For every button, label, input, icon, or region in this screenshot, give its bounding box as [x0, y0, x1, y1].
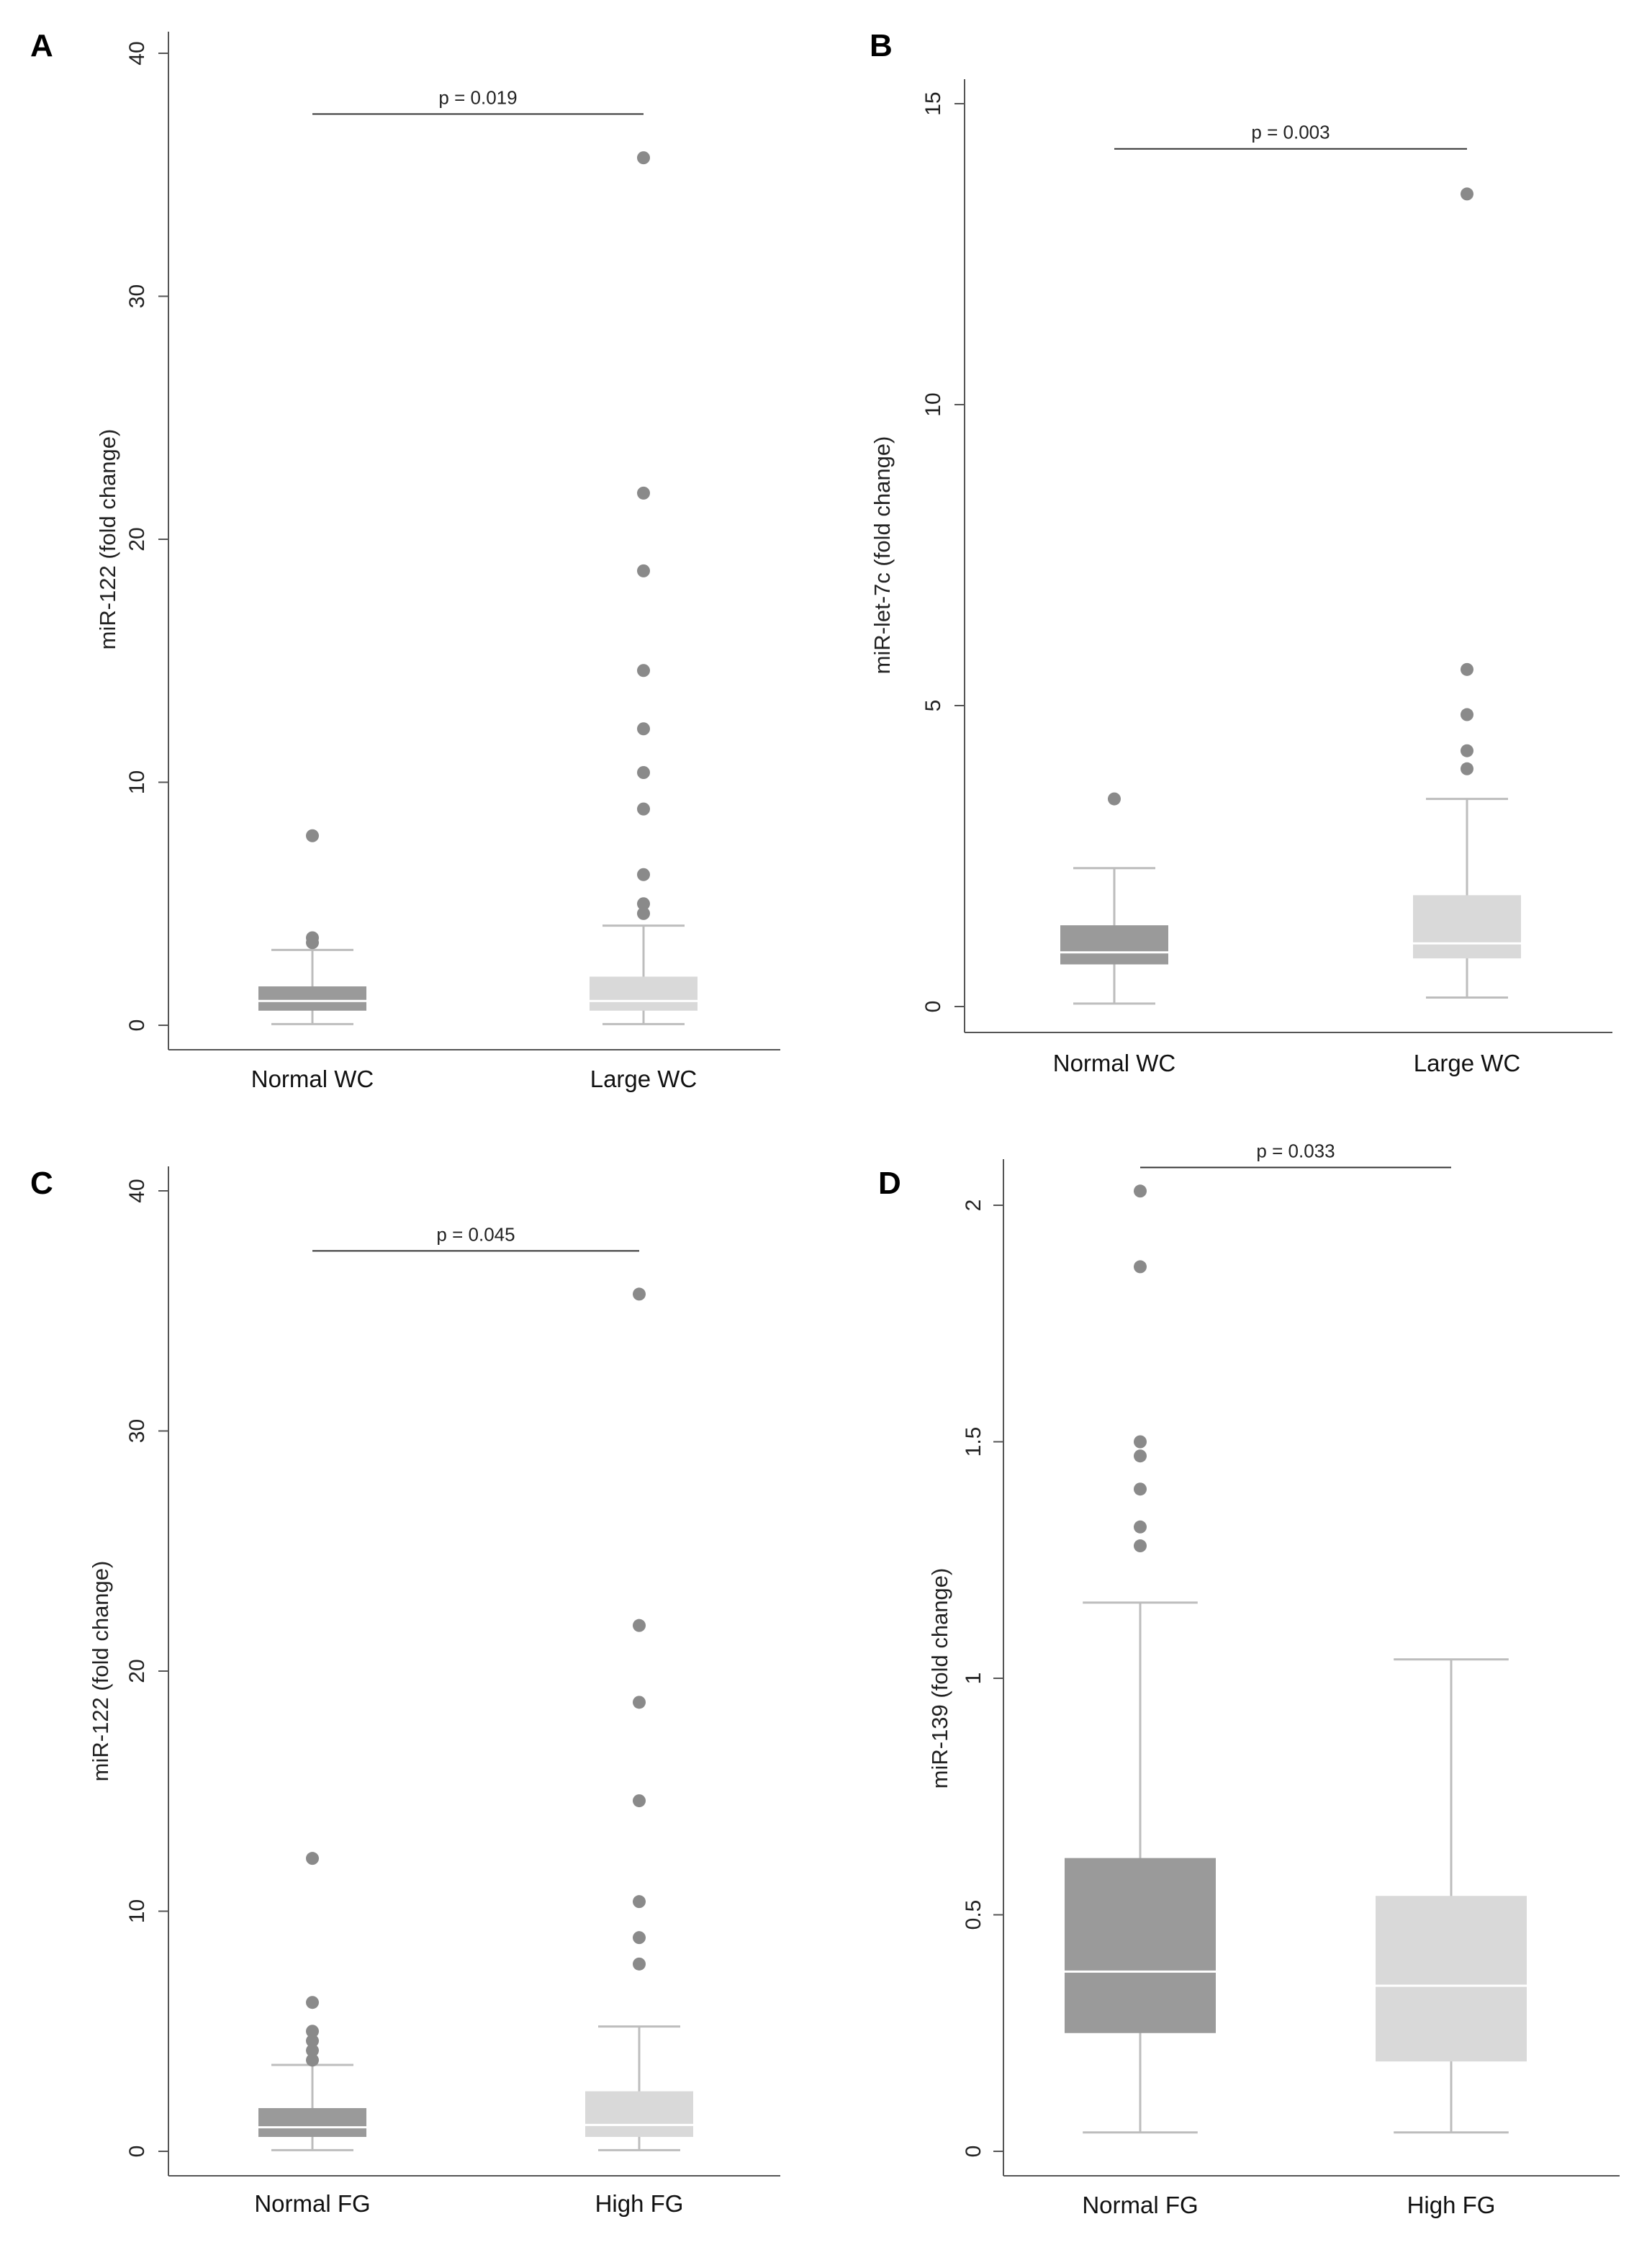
panel-c: C 0 10 20 30 40 miR-122 (fold change) Normal…: [30, 1166, 780, 2217]
outlier-point: [306, 2043, 319, 2057]
outlier-point: [1134, 1435, 1147, 1449]
outlier-point: [306, 2025, 319, 2038]
outlier-point: [306, 1996, 319, 2009]
plot-body-b: [1060, 187, 1521, 1005]
y-tick-label: 30: [125, 1419, 149, 1443]
x-category-label: High FG: [595, 2190, 684, 2217]
plot-body-d: [1065, 1184, 1527, 2134]
outlier-point: [633, 1696, 646, 1709]
outlier-point: [637, 766, 650, 779]
y-axis-title-d: miR-139 (fold change): [927, 1568, 952, 1789]
outlier-point: [637, 906, 650, 920]
panel-letter-b: B: [870, 28, 893, 63]
outlier-point: [1134, 1539, 1147, 1553]
outlier-point: [1134, 1184, 1147, 1198]
outlier-point: [637, 486, 650, 500]
x-category-label: Normal WC: [251, 1066, 374, 1092]
y-tick-label: 10: [125, 770, 149, 794]
panel-letter-c: C: [30, 1166, 53, 1201]
y-ticks-d: 0 0.5 1 1.5 2: [962, 1199, 1003, 2158]
outlier-point: [633, 1287, 646, 1301]
y-tick-label: 2: [962, 1199, 985, 1212]
box-iqr: [1060, 925, 1168, 965]
box-iqr: [590, 976, 698, 1011]
x-category-label: Normal WC: [1053, 1050, 1176, 1076]
x-category-label: Normal FG: [254, 2190, 370, 2217]
y-tick-label: 20: [125, 1659, 149, 1683]
outlier-point: [637, 722, 650, 736]
outlier-point: [637, 564, 650, 577]
y-axis-title-b: miR-let-7c (fold change): [870, 436, 895, 675]
outlier-point: [1134, 1520, 1147, 1534]
plot-body-c: [258, 1287, 693, 2151]
y-tick-label: 20: [125, 527, 149, 551]
panel-b: B 0 5 10 15 miR-let-7c (fold change) Normal…: [870, 28, 1612, 1076]
y-axis-title-c: miR-122 (fold change): [88, 1561, 113, 1782]
x-category-label: High FG: [1407, 2192, 1496, 2218]
y-tick-label: 0.5: [962, 1900, 985, 1930]
outlier-point: [637, 897, 650, 911]
y-ticks-b: 0 5 10 15: [921, 91, 965, 1012]
outlier-point: [306, 2053, 319, 2067]
y-tick-label: 5: [921, 700, 945, 712]
outlier-point: [637, 802, 650, 816]
outlier-point: [633, 1794, 646, 1808]
y-tick-label: 0: [125, 2146, 149, 2158]
outlier-point: [1134, 1260, 1147, 1274]
box-iqr: [1065, 1858, 1216, 2033]
x-category-label: Large WC: [1414, 1050, 1521, 1076]
outlier-point: [633, 1619, 646, 1632]
y-tick-label: 1.5: [962, 1427, 985, 1457]
plot-body-a: [258, 151, 698, 1025]
y-tick-label: 1: [962, 1673, 985, 1685]
outlier-point: [633, 1895, 646, 1909]
outlier-point: [1461, 708, 1473, 721]
outlier-point: [637, 868, 650, 881]
y-ticks-a: 0 10 20 30 40: [125, 41, 168, 1031]
box-iqr: [1376, 1896, 1527, 2062]
outlier-point: [306, 2034, 319, 2048]
outlier-point: [633, 1957, 646, 1971]
p-value-label-d: p = 0.033: [1256, 1140, 1335, 1161]
outlier-point: [633, 1931, 646, 1945]
y-tick-label: 10: [125, 1899, 149, 1923]
p-value-label-b: p = 0.003: [1251, 122, 1330, 143]
p-value-label-a: p = 0.019: [438, 86, 517, 108]
y-tick-label: 0: [962, 2146, 985, 2158]
y-tick-label: 0: [921, 1001, 945, 1013]
panel-letter-d: D: [878, 1166, 901, 1201]
outlier-point: [637, 664, 650, 678]
y-tick-label: 0: [125, 1020, 149, 1032]
outlier-point: [1461, 762, 1473, 775]
outlier-point: [1461, 662, 1473, 676]
y-tick-label: 30: [125, 284, 149, 308]
y-tick-label: 40: [125, 41, 149, 65]
outlier-point: [637, 151, 650, 165]
box-iqr: [258, 986, 366, 1011]
outlier-point: [1108, 792, 1121, 806]
outlier-point: [1461, 744, 1473, 757]
panel-a: A 0 10 20 30 40 miR-122 (fold change) Normal…: [30, 28, 780, 1092]
outlier-point: [306, 829, 319, 842]
x-category-label: Normal FG: [1082, 2192, 1198, 2218]
outlier-point: [1461, 187, 1473, 201]
y-tick-label: 10: [921, 392, 945, 416]
outlier-point: [306, 1852, 319, 1865]
outlier-point: [306, 931, 319, 945]
x-category-label: Large WC: [590, 1066, 698, 1092]
box-iqr: [258, 2107, 366, 2137]
y-axis-title-a: miR-122 (fold change): [95, 429, 120, 650]
outlier-point: [1134, 1449, 1147, 1463]
y-ticks-c: 0 10 20 30 40: [125, 1179, 168, 2157]
box-iqr: [585, 2091, 693, 2137]
panel-d: D 0 0.5 1 1.5 2 miR-139 (fold change) Normal…: [878, 1140, 1620, 2218]
box-iqr: [1413, 895, 1521, 959]
panel-letter-a: A: [30, 28, 53, 63]
y-tick-label: 40: [125, 1179, 149, 1202]
p-value-label-c: p = 0.045: [436, 1223, 515, 1245]
outlier-point: [1134, 1482, 1147, 1496]
y-tick-label: 15: [921, 91, 945, 115]
